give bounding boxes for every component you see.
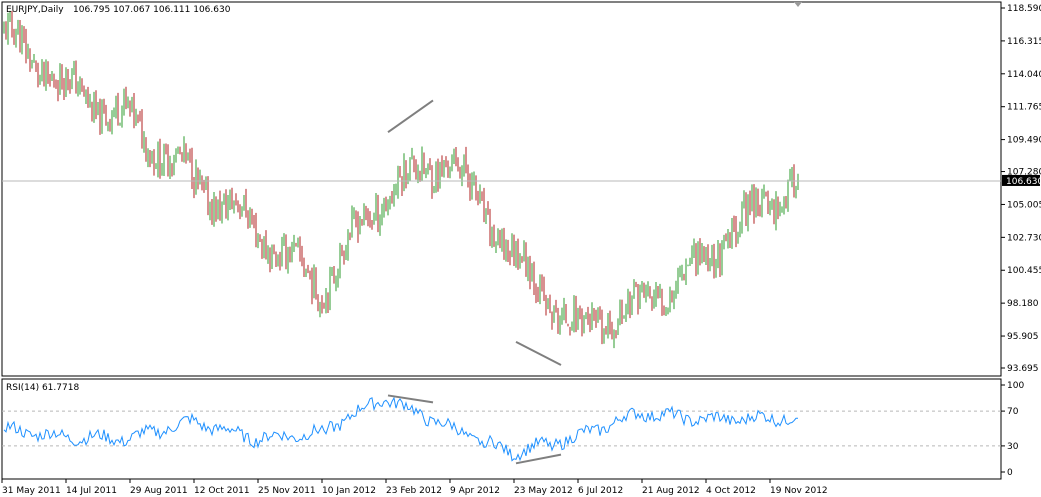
rsi-divergence-line[interactable] xyxy=(387,394,434,404)
price-y-tick-label: 111.765 xyxy=(1007,103,1041,113)
x-tick-label: 14 Jul 2011 xyxy=(66,486,117,496)
price-divergence-line[interactable] xyxy=(387,99,434,134)
price-y-tick-label: 118.590 xyxy=(1007,4,1041,14)
x-tick-label: 4 Oct 2012 xyxy=(706,486,756,496)
overlay: 106.630 xyxy=(2,99,1041,366)
price-y-tick-label: 114.040 xyxy=(1007,70,1041,80)
ohlc-readout: 106.795 107.067 106.111 106.630 xyxy=(73,5,231,15)
rsi-y-axis: 100 70 30 0 xyxy=(1001,381,1024,478)
price-bars xyxy=(3,10,799,349)
price-panel[interactable] xyxy=(1,1,1002,377)
rsi-y-tick-label: 30 xyxy=(1007,442,1019,452)
price-y-axis: 118.590 116.315 114.040 111.765 109.490 107.2… xyxy=(1001,4,1041,374)
x-tick-label: 19 Nov 2012 xyxy=(770,486,828,496)
current-price-tag xyxy=(1002,174,1040,186)
price-divergence-line[interactable] xyxy=(515,341,562,366)
x-tick-label: 21 Aug 2012 xyxy=(642,486,700,496)
price-y-tick-label: 95.905 xyxy=(1007,332,1039,342)
price-y-tick-label: 93.695 xyxy=(1007,364,1039,374)
price-y-tick-label: 98.180 xyxy=(1007,299,1039,309)
price-y-tick-label: 109.490 xyxy=(1007,136,1041,146)
chart-title: EURJPY,Daily xyxy=(6,5,64,15)
rsi-panel[interactable] xyxy=(1,378,1002,480)
current-price-label: 106.630 xyxy=(1006,177,1041,187)
x-tick-label: 10 Jan 2012 xyxy=(322,486,376,496)
x-tick-label: 25 Nov 2011 xyxy=(258,486,316,496)
x-tick-label: 31 May 2011 xyxy=(2,486,61,496)
x-tick-label: 29 Aug 2011 xyxy=(130,486,188,496)
price-y-tick-label: 107.280 xyxy=(1007,168,1041,178)
x-tick-label: 9 Apr 2012 xyxy=(450,486,500,496)
price-y-tick-label: 116.315 xyxy=(1007,37,1041,47)
price-y-tick-label: 100.455 xyxy=(1007,266,1041,276)
rsi-line xyxy=(3,396,798,462)
rsi-y-tick-label: 0 xyxy=(1007,468,1013,478)
x-tick-label: 12 Oct 2011 xyxy=(194,486,250,496)
rsi-y-tick-label: 100 xyxy=(1007,381,1024,391)
chart-shift-marker[interactable] xyxy=(794,2,802,7)
x-tick-label: 23 May 2012 xyxy=(514,486,573,496)
price-y-tick-label: 105.005 xyxy=(1007,200,1041,210)
rsi-divergence-line[interactable] xyxy=(515,453,562,465)
rsi-y-tick-label: 70 xyxy=(1007,407,1019,417)
rsi-title: RSI(14) 61.7718 xyxy=(6,383,79,393)
price-y-tick-label: 102.730 xyxy=(1007,233,1041,243)
rsi-indicator xyxy=(2,394,1001,465)
date-x-axis: 31 May 2011 14 Jul 2011 29 Aug 2011 12 Oct … xyxy=(1,479,828,496)
x-tick-label: 6 Jul 2012 xyxy=(578,486,623,496)
x-tick-label: 23 Feb 2012 xyxy=(386,486,442,496)
